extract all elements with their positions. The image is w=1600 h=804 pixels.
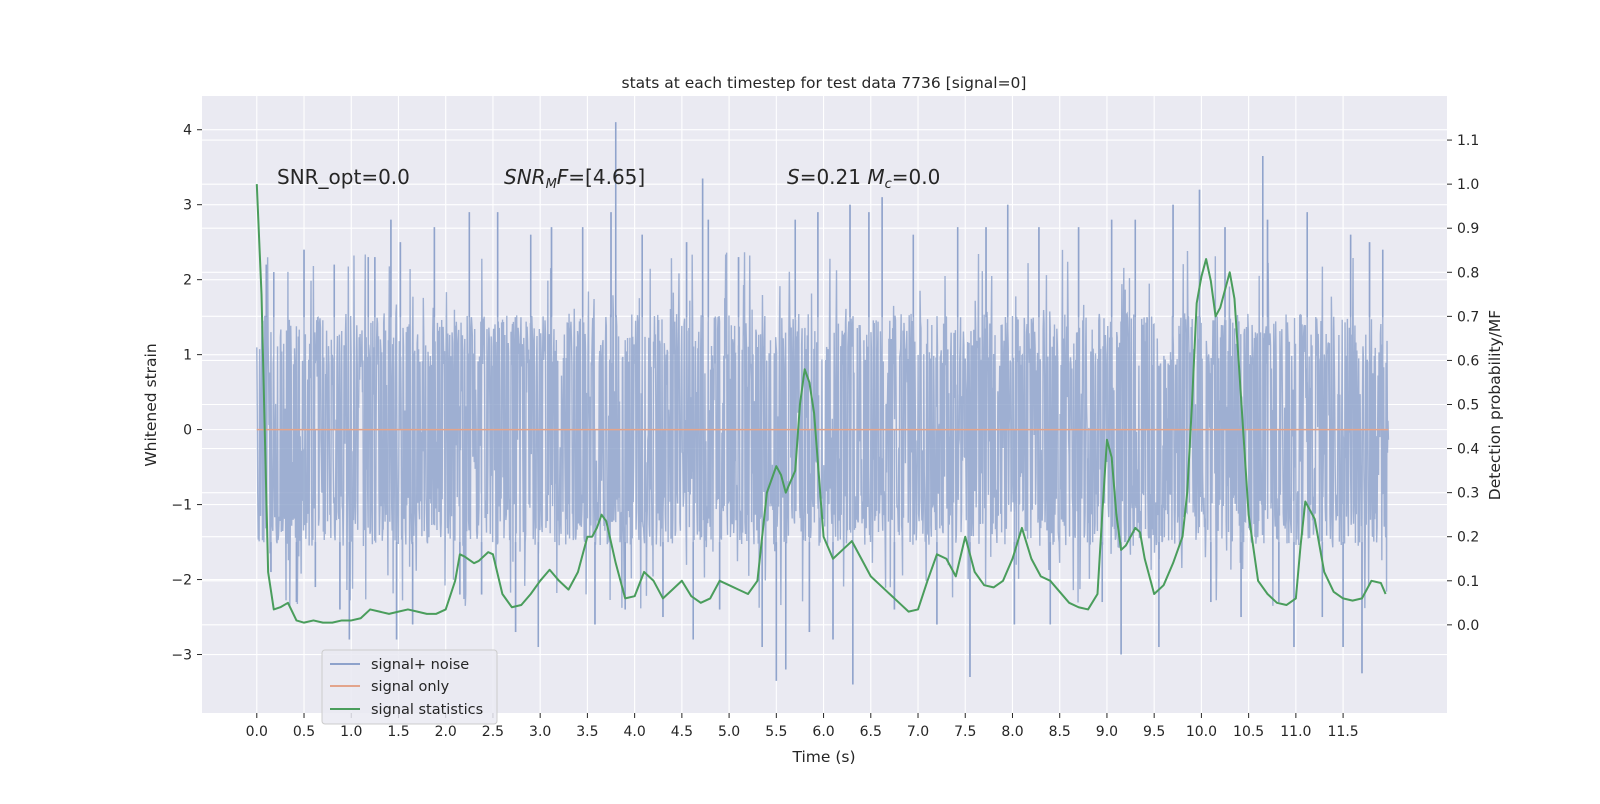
x-tick-label: 2.5 [482,724,504,740]
y-right-tick-label: 1.1 [1457,133,1479,149]
series-signal-statistics [255,184,1387,624]
x-tick-label: 0.5 [293,724,315,740]
x-tick-label: 6.5 [860,724,882,740]
x-tick-label: 3.5 [576,724,598,740]
x-tick-label: 7.0 [907,724,929,740]
legend-label-signal-statistics: signal statistics [371,702,483,718]
legend-box [321,649,498,725]
y-right-tick-label: 0.1 [1457,574,1479,590]
y-right-tick-label: 0.7 [1457,309,1479,325]
y-right-tick-label: 0.9 [1457,221,1479,237]
y-right-tick-label: 1.0 [1457,177,1479,193]
signal-statistics-line [255,184,1387,624]
y-right-tick-label: 0.6 [1457,353,1479,369]
y-right-tick-label: 0.3 [1457,486,1479,502]
annotation-snr-mf: SNRMF=[4.65] [504,165,645,192]
y-left-tick-label: −2 [171,573,192,589]
x-tick-label: 2.0 [435,724,457,740]
y-left-tick-label: 1 [183,348,192,364]
y-right-tick-label: 0.0 [1457,618,1479,634]
x-tick-label: 9.0 [1096,724,1118,740]
legend-label-signal-noise: signal+ noise [371,657,469,673]
y-right-tick-label: 0.4 [1457,442,1479,458]
x-tick-label: 9.5 [1143,724,1165,740]
legend-label-signal-only: signal only [371,679,450,695]
x-axis-label: Time (s) [791,748,855,766]
x-tick-label: 3.0 [529,724,551,740]
x-tick-label: 11.5 [1328,724,1359,740]
x-tick-label: 10.5 [1233,724,1264,740]
x-tick-label: 4.0 [623,724,645,740]
y-left-axis-ticks: −3 −2 −1 0 1 2 3 4 [171,123,202,664]
y-right-axis-label: Detection probability/MF [1486,310,1504,501]
x-tick-label: 4.5 [671,724,693,740]
y-right-tick-label: 0.8 [1457,265,1479,281]
x-tick-label: 6.0 [812,724,834,740]
x-tick-label: 10.0 [1186,724,1217,740]
x-tick-label: 8.0 [1001,724,1023,740]
y-left-tick-label: −1 [171,498,192,514]
legend: signal+ noise signal only signal statist… [321,649,498,725]
y-right-tick-label: 0.5 [1457,398,1479,414]
x-tick-label: 8.5 [1049,724,1071,740]
annotation-snr-opt: SNR_opt=0.0 [277,165,410,189]
y-left-tick-label: 3 [183,198,192,214]
x-tick-label: 11.0 [1280,724,1311,740]
y-left-tick-label: −3 [171,648,192,664]
y-left-tick-label: 4 [183,123,192,139]
x-tick-label: 5.0 [718,724,740,740]
x-tick-label: 5.5 [765,724,787,740]
annotation-group: SNR_opt=0.0 SNRMF=[4.65] S=0.21 Mc=0.0 [277,165,940,192]
x-tick-label: 1.0 [340,724,362,740]
y-left-tick-label: 2 [183,273,192,289]
series-signal-noise [256,122,1390,685]
x-tick-label: 7.5 [954,724,976,740]
annotation-s-mc: S=0.21 Mc=0.0 [787,165,940,192]
y-right-axis-ticks: 0.0 0.1 0.2 0.3 0.4 0.5 0.6 0.7 0.8 0.9 1.0 1.1 [1447,133,1479,634]
x-tick-label: 1.5 [387,724,409,740]
y-left-tick-label: 0 [183,423,192,439]
y-right-tick-label: 0.2 [1457,530,1479,546]
x-tick-label: 0.0 [246,724,268,740]
chart-title: stats at each timestep for test data 773… [622,74,1027,92]
y-left-axis-label: Whitened strain [142,343,160,466]
